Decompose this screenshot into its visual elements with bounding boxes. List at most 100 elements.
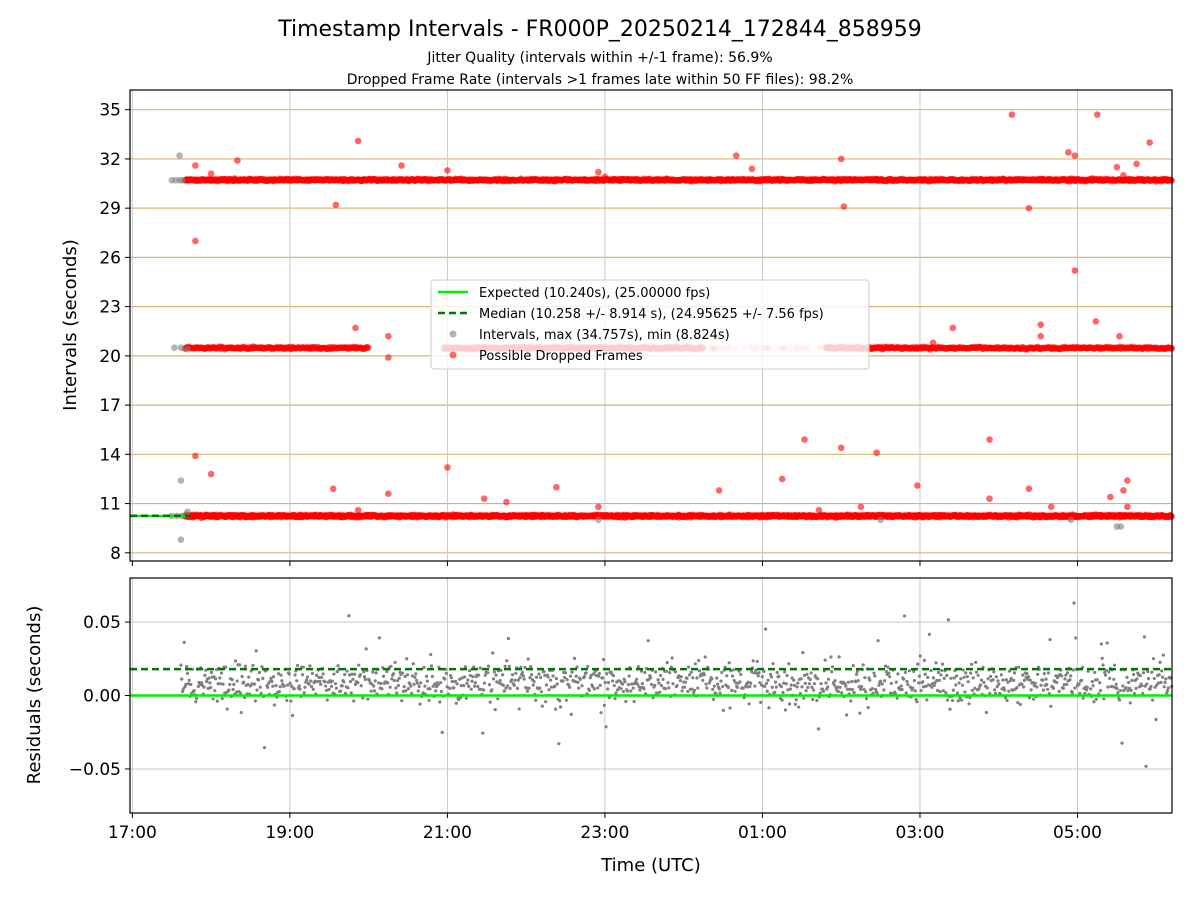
residual-point	[528, 676, 532, 680]
dropped-frame-point	[929, 339, 937, 347]
residual-point	[624, 699, 628, 704]
residual-point	[469, 687, 473, 691]
chart-subtitle-jitter: Jitter Quality (intervals within +/-1 fr…	[426, 50, 772, 66]
residual-point	[582, 674, 587, 679]
residual-point	[209, 685, 213, 690]
dropped-frame-point	[1025, 204, 1033, 212]
residual-point	[218, 676, 222, 680]
residual-point	[606, 687, 610, 691]
residual-point	[534, 698, 538, 702]
residual-point	[351, 677, 355, 681]
residual-point	[553, 684, 557, 688]
dropped-frame-point	[1008, 111, 1016, 118]
top-plot-frame	[129, 89, 1173, 562]
residual-point	[300, 673, 305, 677]
residual-point	[470, 679, 474, 683]
residual-point	[527, 686, 531, 690]
residual-point	[563, 671, 568, 675]
dropped-frame-point	[1124, 477, 1131, 484]
residual-point	[308, 664, 312, 668]
residual-point	[277, 689, 281, 694]
residual-point	[512, 683, 516, 687]
residual-point	[482, 681, 487, 685]
residual-point	[439, 681, 443, 685]
top-ytick-label: 26	[99, 248, 121, 268]
legend: Expected (10.240s), (25.00000 fps) Media…	[430, 279, 870, 370]
residual-point	[464, 696, 468, 700]
residual-point	[396, 683, 401, 688]
dropped-frame-point	[354, 137, 362, 145]
residual-point	[242, 680, 246, 684]
residual-point	[510, 678, 514, 682]
residual-point	[204, 668, 208, 672]
dropped-frame-point	[553, 483, 560, 491]
residual-point	[542, 670, 546, 674]
residual-point	[625, 689, 630, 693]
chart-subtitle-dropped: Dropped Frame Rate (intervals >1 frames …	[347, 72, 854, 88]
residual-point	[388, 685, 392, 689]
residual-point	[270, 679, 274, 684]
residual-point	[345, 669, 349, 673]
residual-point	[577, 686, 581, 690]
residual-point	[553, 707, 558, 711]
residual-point	[487, 682, 491, 687]
residual-point	[476, 684, 480, 689]
residual-point	[493, 707, 497, 712]
residual-point	[471, 675, 475, 679]
top-ytick-label: 8	[110, 544, 121, 564]
residual-point	[525, 689, 530, 693]
residual-point	[359, 684, 363, 688]
residual-point	[555, 682, 559, 686]
residual-point	[596, 674, 601, 678]
dropped-frame-point	[857, 503, 865, 511]
residual-point	[303, 685, 307, 689]
residual-point	[401, 689, 405, 693]
top-y-axis-label: Intervals (seconds)	[60, 239, 81, 411]
residual-point	[220, 696, 224, 701]
residual-point	[460, 676, 464, 680]
residual-point	[415, 681, 420, 685]
residual-point	[490, 688, 494, 692]
residual-point	[315, 679, 319, 684]
dropped-frame-point	[986, 495, 993, 502]
residual-point	[211, 697, 215, 701]
residual-point	[525, 686, 529, 690]
residual-point	[569, 712, 573, 716]
residual-point	[204, 679, 209, 684]
residual-point	[251, 663, 255, 667]
residual-point	[372, 689, 377, 693]
residual-point	[325, 698, 329, 702]
residual-point	[428, 687, 432, 691]
residual-point	[462, 675, 467, 679]
residual-point	[364, 647, 368, 651]
residual-point	[230, 677, 234, 682]
top-x-ticks	[131, 561, 1078, 566]
residual-point	[367, 678, 372, 683]
residual-point	[499, 668, 503, 672]
residual-point	[417, 684, 421, 688]
residual-point	[214, 677, 218, 681]
interval-point	[176, 152, 183, 159]
residual-point	[203, 673, 207, 677]
residual-point	[247, 675, 251, 679]
residual-point	[373, 679, 377, 683]
residual-point	[589, 673, 593, 677]
dropped-frame-point	[1113, 163, 1121, 171]
residual-point	[516, 678, 520, 682]
residual-point	[477, 673, 481, 677]
residual-point	[185, 671, 190, 675]
residual-point	[219, 671, 224, 675]
residual-point	[348, 680, 353, 684]
residual-point	[252, 682, 257, 686]
dropped-frame-point	[715, 487, 723, 494]
residual-point	[311, 687, 315, 691]
dropped-frame-point	[192, 162, 199, 169]
dropped-frame-point	[1064, 149, 1072, 156]
residual-point	[271, 675, 276, 679]
residual-point	[414, 672, 418, 676]
dropped-frame-point	[815, 506, 823, 514]
residual-point	[507, 664, 511, 668]
